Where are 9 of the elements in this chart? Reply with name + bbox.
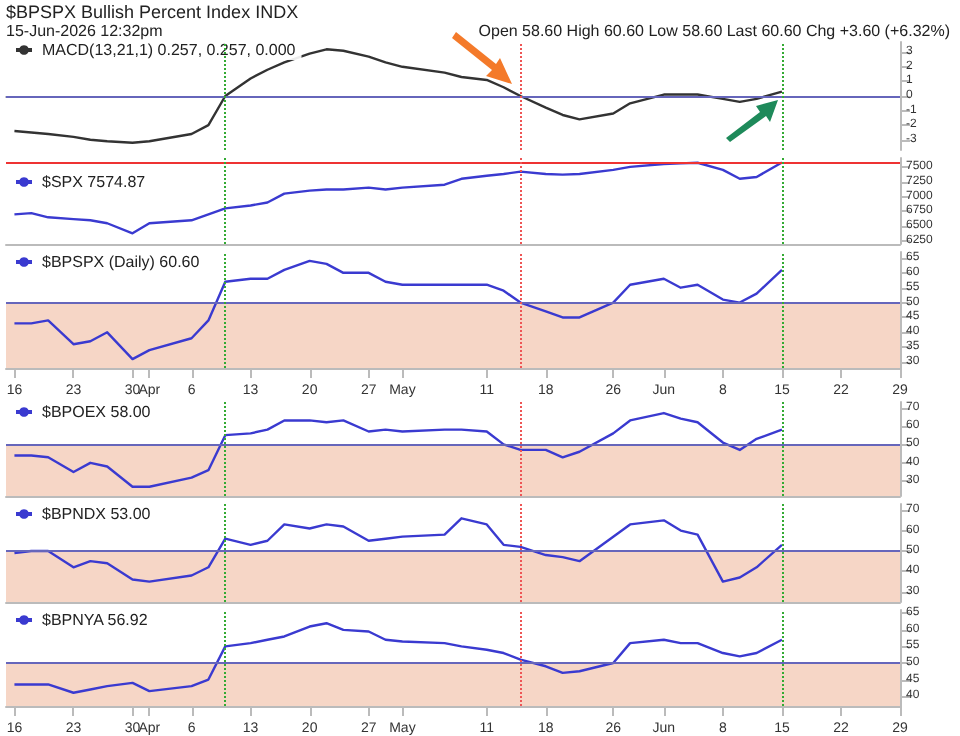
legend-label: $BPOEX 58.00	[42, 403, 152, 421]
chart-subtitle: 15-Jun-2026 12:32pm	[6, 22, 163, 40]
text: Open 58.60 High 60.60 Low 58.60 Last 60.60 Chg +3.60 (+6.32%)	[478, 22, 950, 40]
legend-label: MACD(13,21,1) 0.257, 0.257, 0.000	[42, 41, 297, 59]
legend-label: $BPNDX 53.00	[42, 505, 152, 523]
legend-label: $BPSPX (Daily) 60.60	[42, 253, 201, 271]
legend-label: $BPNYA 56.92	[42, 611, 149, 629]
legend-label: $SPX 7574.87	[42, 173, 147, 191]
chart-title: $BPSPX Bullish Percent Index INDX	[6, 2, 301, 22]
